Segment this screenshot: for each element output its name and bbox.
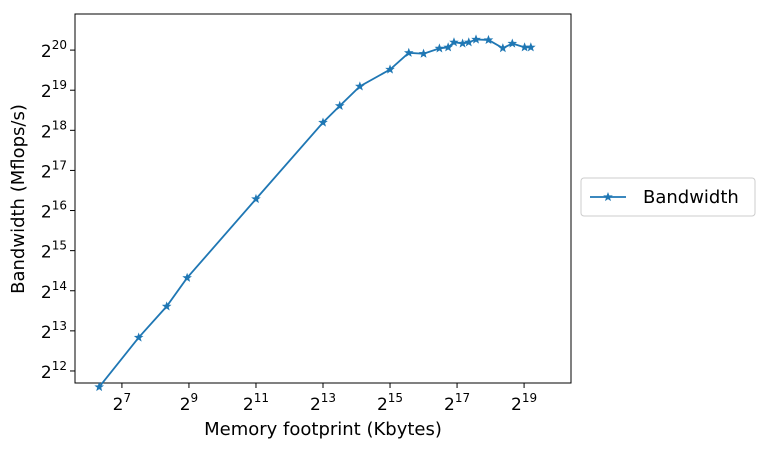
x-tick-label: 27 — [113, 391, 131, 415]
x-tick-label: 215 — [377, 391, 403, 415]
x-tick-label: 211 — [243, 391, 269, 415]
legend: Bandwidth — [580, 177, 756, 217]
data-point-marker — [471, 34, 481, 44]
y-axis-ticks: 212 213 214 215 216 217 218 219 220 — [41, 38, 75, 383]
legend-label-bandwidth: Bandwidth — [643, 187, 739, 208]
y-axis-label: Bandwidth (Mflops/s) — [8, 104, 29, 294]
data-point-marker — [251, 193, 261, 204]
data-point-marker — [403, 47, 414, 57]
data-point-marker — [94, 381, 105, 392]
data-point-marker — [457, 38, 468, 48]
x-tick-label: 29 — [180, 391, 198, 415]
data-point-marker — [182, 272, 192, 282]
legend-star-marker — [603, 191, 613, 202]
data-point-marker — [483, 34, 494, 45]
data-point-marker — [526, 42, 536, 52]
y-tick-label: 220 — [41, 38, 67, 62]
x-tick-label: 217 — [444, 391, 470, 415]
data-point-marker — [449, 37, 459, 47]
y-tick-label: 217 — [41, 158, 67, 182]
y-tick-label: 219 — [41, 78, 67, 102]
y-tick-label: 213 — [41, 319, 67, 343]
data-point-marker — [498, 43, 508, 53]
x-tick-label: 219 — [511, 391, 537, 415]
series-line-bandwidth — [98, 38, 531, 388]
data-point-marker — [133, 332, 144, 342]
data-point-marker — [318, 117, 328, 127]
plot-area — [74, 13, 572, 384]
y-tick-label: 214 — [41, 279, 67, 303]
data-point-marker — [355, 81, 365, 91]
x-axis-label: Memory footprint (Kbytes) — [204, 419, 442, 440]
data-point-marker — [385, 64, 395, 74]
data-point-marker — [161, 301, 172, 311]
y-tick-label: 215 — [41, 239, 67, 263]
data-point-marker — [463, 37, 474, 47]
data-point-marker — [418, 48, 429, 58]
y-tick-label: 216 — [41, 199, 67, 223]
legend-frame — [580, 177, 756, 217]
data-point-marker — [507, 38, 518, 48]
x-axis-ticks: 27 29 211 213 215 217 219 — [113, 383, 537, 415]
data-point-marker — [434, 43, 445, 53]
data-point-marker — [334, 100, 345, 110]
y-tick-label: 218 — [41, 118, 67, 142]
x-tick-label: 213 — [310, 391, 336, 415]
y-tick-label: 212 — [41, 359, 67, 383]
series-layer — [94, 34, 536, 392]
